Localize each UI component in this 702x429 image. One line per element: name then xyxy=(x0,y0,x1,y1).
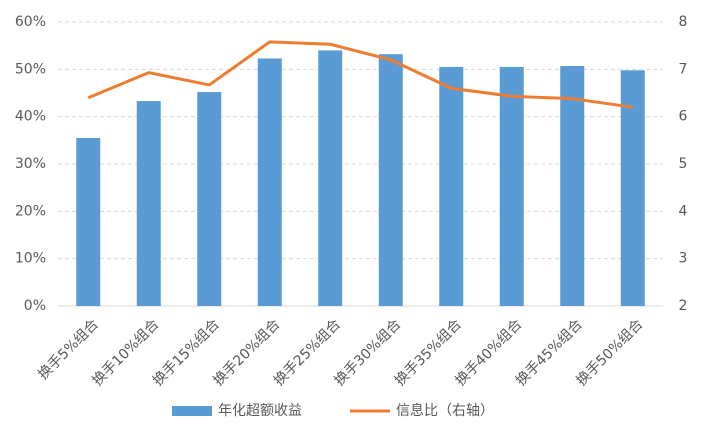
y2-tick-label: 4 xyxy=(679,203,688,219)
y2-tick-label: 6 xyxy=(679,109,688,125)
bar xyxy=(257,58,282,306)
y-tick-label: 10% xyxy=(15,251,46,267)
y2-tick-label: 5 xyxy=(679,156,688,172)
legend-label: 信息比（右轴） xyxy=(396,402,494,419)
bar xyxy=(560,66,585,307)
y-tick-label: 0% xyxy=(24,298,46,314)
y-tick-label: 40% xyxy=(15,109,46,125)
y2-tick-label: 8 xyxy=(679,14,688,30)
bar xyxy=(197,92,222,306)
y-tick-label: 30% xyxy=(15,156,46,172)
bar xyxy=(136,101,161,307)
line xyxy=(87,40,633,109)
bar xyxy=(620,70,645,306)
y-tick-label: 60% xyxy=(15,14,46,30)
y-tick-label: 50% xyxy=(15,61,46,77)
bar xyxy=(76,137,101,306)
x-tick-label: 换手5%组合 xyxy=(35,316,102,383)
bar xyxy=(499,66,524,306)
bar xyxy=(378,54,403,306)
bar xyxy=(439,66,464,306)
bar xyxy=(318,50,343,307)
legend-swatch xyxy=(172,406,212,416)
y2-tick-label: 2 xyxy=(679,298,688,314)
y-tick-label: 20% xyxy=(15,203,46,219)
legend-label: 年化超额收益 xyxy=(218,403,302,419)
y2-tick-label: 7 xyxy=(679,61,688,77)
y2-tick-label: 3 xyxy=(679,251,688,267)
